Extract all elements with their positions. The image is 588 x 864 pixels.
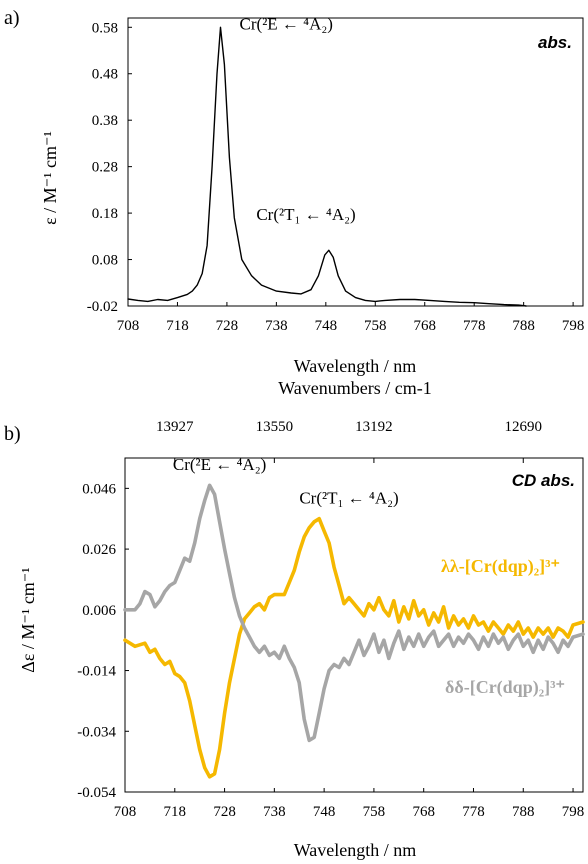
x-ticks-b: 708 718 728 738 748 758 768 778 788 798: [114, 788, 585, 820]
x-tick-label: 708: [117, 318, 140, 334]
series-group-a: [127, 26, 527, 307]
x-axis-title-a: Wavelength / nm: [294, 356, 417, 376]
series-line-a-1: [127, 26, 527, 307]
x-tick-label: 748: [313, 804, 336, 820]
x-tick-label: 778: [462, 804, 485, 820]
y-tick-label: 0.38: [92, 113, 118, 129]
x-tick-label: 738: [265, 318, 288, 334]
x-tick-label: 758: [363, 804, 386, 820]
x-tick-label: 788: [512, 318, 535, 334]
y-tick-label: -0.034: [77, 724, 116, 740]
panel-a-absorption: a) 0.580.480.380.280.180.08-0.02 708 718 7…: [4, 7, 584, 376]
annotation-label: Cr(²T₁ ← ⁴A₂): [299, 489, 398, 508]
x-axis-title-b: Wavelength / nm: [294, 840, 417, 860]
y-tick-label: 0.58: [92, 20, 118, 36]
x-tick-label: 788: [512, 804, 535, 820]
x-tick-label: 748: [315, 318, 338, 334]
x-tick-label: 778: [463, 318, 486, 334]
top-axis-title-b: Wavenumbers / cm-1: [278, 378, 432, 398]
x-tick-label: 708: [114, 804, 137, 820]
annotations-b: Cr(²E ← ⁴A₂) Cr(²T₁ ← ⁴A₂): [173, 455, 399, 507]
corner-label-abs: abs.: [538, 33, 572, 52]
y-tick-label: -0.054: [77, 785, 116, 801]
annotation-label: Cr(²T₁ ← ⁴A₂): [256, 205, 355, 224]
y-tick-label: 0.48: [92, 67, 118, 83]
y-tick-label: 0.18: [92, 206, 118, 222]
y-tick-label: 0.28: [92, 160, 118, 176]
y-tick-label: 0.046: [82, 481, 116, 497]
top-tick-label: 13550: [256, 419, 294, 435]
y-tick-label: -0.02: [87, 299, 118, 315]
y-ticks-b: 0.046 0.026 0.006 -0.014 -0.034 -0.054: [77, 481, 129, 801]
panel-b-cd: Wavenumbers / cm-1 b) 13927 13550 13192 126…: [4, 378, 585, 860]
x-tick-label: 768: [412, 804, 435, 820]
x-tick-label: 768: [413, 318, 436, 334]
y-ticks-a: 0.58 0.48 0.38 0.28 0.18 0.08 -0.02: [87, 20, 132, 315]
y-tick-label: 0.006: [82, 603, 116, 619]
plot-frame-b: [124, 457, 584, 793]
x-tick-label: 798: [562, 804, 585, 820]
x-tick-label: 798: [562, 318, 585, 334]
x-tick-label: 738: [263, 804, 286, 820]
annotation-label: Cr(²E ← ⁴A₂): [240, 15, 333, 34]
x-ticks-a: 708 718 728 738 748 758 768 778 788 798: [117, 302, 585, 334]
y-axis-title-b: Δε / M⁻¹ cm⁻¹: [18, 567, 38, 672]
y-tick-label: 0.08: [92, 253, 118, 269]
top-tick-label: 13192: [355, 419, 393, 435]
plot-frame-a: [127, 17, 584, 307]
series-group-b: [123, 483, 585, 779]
corner-label-cd: CD abs.: [512, 471, 575, 490]
panel-label-a: a): [4, 7, 20, 29]
panel-label-b: b): [4, 423, 21, 445]
series-line-b-1: [123, 516, 585, 779]
x-tick-label: 728: [216, 318, 239, 334]
series-label-delta: δδ-[Cr(dqp)₂]³⁺: [445, 677, 565, 698]
x-tick-label: 758: [364, 318, 387, 334]
top-tick-label: 13927: [156, 419, 194, 435]
top-tick-label: 12690: [505, 419, 543, 435]
annotations-a: Cr(²E ← ⁴A₂) Cr(²T₁ ← ⁴A₂): [240, 15, 356, 224]
series-line-b-2: [123, 483, 585, 743]
x-tick-label: 718: [166, 318, 189, 334]
y-axis-title-a: ε / M⁻¹ cm⁻¹: [40, 131, 60, 225]
x-tick-label: 718: [164, 804, 187, 820]
y-tick-label: -0.014: [77, 664, 116, 680]
series-label-lambda: λλ-[Cr(dqp)₂]³⁺: [441, 556, 560, 577]
top-ticks-b: 13927 13550 13192 12690: [156, 419, 542, 463]
annotation-label: Cr(²E ← ⁴A₂): [173, 455, 266, 474]
x-tick-label: 728: [213, 804, 236, 820]
y-tick-label: 0.026: [82, 542, 116, 558]
